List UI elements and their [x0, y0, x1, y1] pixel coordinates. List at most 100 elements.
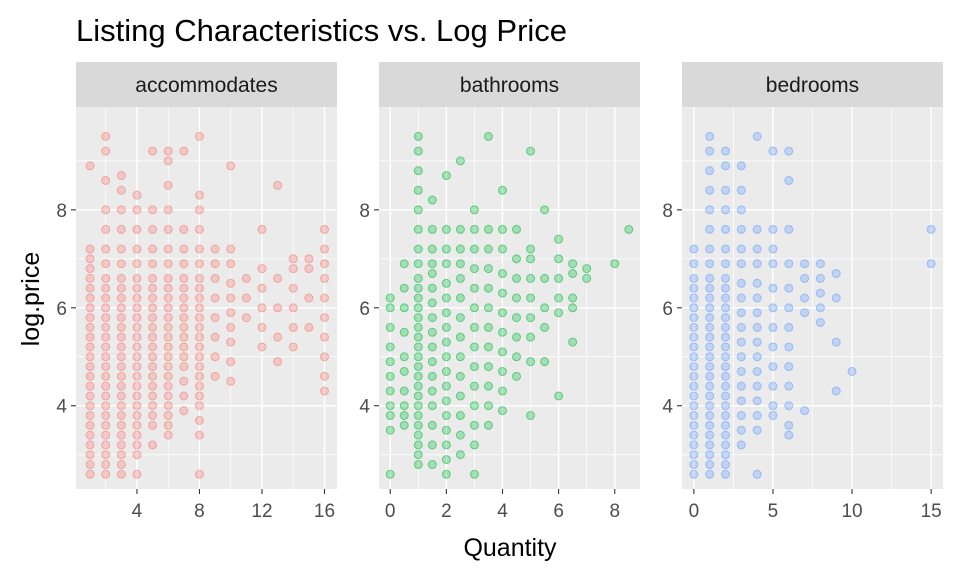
data-point	[273, 357, 283, 367]
data-point	[399, 366, 409, 376]
data-point	[413, 371, 423, 381]
data-point	[427, 386, 437, 396]
y-tick-label: 6	[662, 299, 673, 320]
data-point	[85, 420, 95, 430]
data-point	[427, 283, 437, 293]
x-tick-label: 12	[251, 501, 272, 522]
data-point	[210, 313, 220, 323]
data-point	[455, 371, 465, 381]
data-point	[413, 381, 423, 391]
data-point	[194, 469, 204, 479]
data-point	[721, 362, 730, 372]
data-point	[413, 460, 423, 470]
data-point	[101, 332, 111, 342]
data-point	[689, 322, 699, 332]
data-point	[497, 288, 507, 298]
data-point	[705, 313, 715, 323]
data-point	[721, 313, 730, 323]
data-point	[132, 469, 142, 479]
data-point	[194, 322, 204, 332]
data-point	[179, 293, 189, 303]
data-point	[85, 411, 95, 421]
data-point	[568, 269, 578, 279]
data-point	[736, 440, 746, 450]
data-point	[163, 146, 173, 156]
data-point	[526, 244, 536, 254]
data-point	[926, 259, 936, 269]
data-point	[132, 342, 142, 352]
data-point	[721, 224, 730, 234]
data-point	[413, 322, 423, 332]
data-point	[319, 313, 329, 323]
data-point	[241, 313, 251, 323]
data-point	[540, 273, 550, 283]
data-point	[455, 224, 465, 234]
data-point	[179, 391, 189, 401]
data-point	[148, 283, 158, 293]
data-point	[85, 313, 95, 323]
data-point	[512, 273, 522, 283]
data-point	[497, 269, 507, 279]
x-axis-title: Quantity	[463, 534, 557, 562]
data-point	[455, 430, 465, 440]
data-point	[163, 259, 173, 269]
data-point	[101, 411, 111, 421]
data-point	[689, 332, 699, 342]
data-point	[210, 371, 220, 381]
data-point	[568, 303, 578, 313]
data-point	[85, 293, 95, 303]
data-point	[441, 293, 451, 303]
data-point	[721, 469, 730, 479]
data-point	[194, 342, 204, 352]
y-tick-label: 8	[662, 201, 673, 222]
data-point	[85, 362, 95, 372]
data-point	[179, 259, 189, 269]
data-point	[85, 391, 95, 401]
data-point	[752, 278, 762, 288]
data-point	[831, 337, 841, 347]
data-point	[132, 190, 142, 200]
data-point	[689, 450, 699, 460]
data-point	[455, 391, 465, 401]
data-point	[736, 205, 746, 215]
data-point	[413, 450, 423, 460]
data-point	[768, 303, 778, 313]
data-point	[148, 303, 158, 313]
data-point	[582, 273, 592, 283]
data-point	[194, 371, 204, 381]
data-point	[568, 293, 578, 303]
data-point	[526, 293, 536, 303]
data-point	[427, 342, 437, 352]
data-point	[512, 332, 522, 342]
data-point	[427, 327, 437, 337]
data-point	[721, 430, 730, 440]
data-point	[163, 352, 173, 362]
data-point	[163, 420, 173, 430]
data-point	[101, 391, 111, 401]
x-tick-label: 2	[441, 501, 452, 522]
data-point	[483, 264, 493, 274]
data-point	[85, 450, 95, 460]
data-point	[815, 303, 825, 313]
data-point	[512, 313, 522, 323]
data-point	[497, 244, 507, 254]
data-point	[194, 293, 204, 303]
data-point	[194, 283, 204, 293]
data-point	[132, 273, 142, 283]
data-point	[784, 322, 794, 332]
data-point	[132, 450, 142, 460]
data-point	[526, 146, 536, 156]
data-point	[163, 362, 173, 372]
data-point	[179, 313, 189, 323]
data-point	[736, 381, 746, 391]
data-point	[148, 352, 158, 362]
data-point	[116, 371, 126, 381]
data-point	[721, 303, 730, 313]
data-point	[257, 322, 267, 332]
data-point	[721, 273, 730, 283]
data-point	[736, 337, 746, 347]
data-point	[210, 293, 220, 303]
data-point	[483, 401, 493, 411]
data-point	[540, 303, 550, 313]
data-point	[784, 224, 794, 234]
